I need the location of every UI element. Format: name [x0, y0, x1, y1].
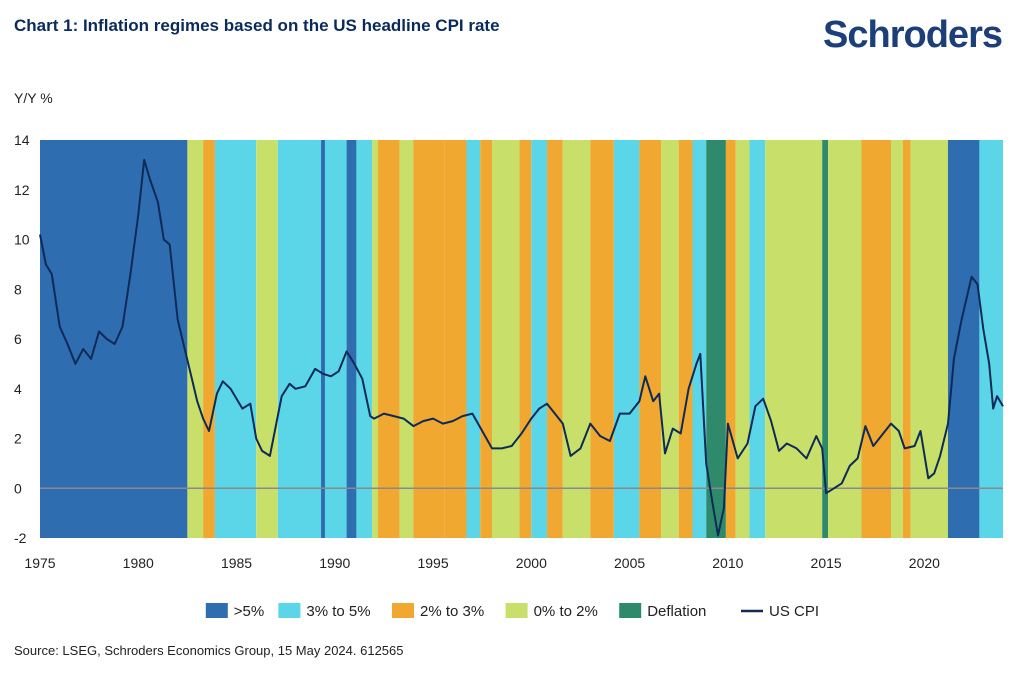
y-tick-label: 14	[14, 132, 30, 148]
x-tick-label: 2020	[909, 555, 940, 571]
regime-band	[613, 140, 640, 538]
legend-label: 0% to 2%	[534, 603, 598, 620]
regime-band	[519, 140, 532, 538]
x-tick-label: 1985	[221, 555, 252, 571]
legend-label: US CPI	[769, 603, 819, 620]
regime-band	[735, 140, 750, 538]
regime-band	[590, 140, 614, 538]
y-tick-label: 12	[14, 182, 30, 198]
y-tick-label: -2	[14, 530, 27, 546]
x-tick-label: 2005	[614, 555, 645, 571]
regime-band	[413, 140, 445, 538]
regime-band	[947, 140, 980, 538]
regime-band	[399, 140, 414, 538]
legend-item: 0% to 2%	[505, 603, 598, 620]
regime-band	[861, 140, 891, 538]
regime-band	[902, 140, 911, 538]
regime-band	[321, 140, 325, 538]
legend-label: 2% to 3%	[420, 603, 484, 620]
x-tick-label: 1995	[417, 555, 448, 571]
legend-item: 3% to 5%	[278, 603, 371, 620]
regime-band	[480, 140, 493, 538]
legend-swatch	[619, 603, 642, 618]
regime-bands	[40, 140, 1003, 538]
legend-label: Deflation	[647, 603, 706, 620]
y-axis-ticks: 14 12 10 8 6 4 2 0 -2	[14, 132, 30, 546]
x-tick-label: 1980	[123, 555, 154, 571]
y-tick-label: 10	[14, 232, 30, 248]
legend-label: >5%	[234, 603, 264, 620]
legend-swatch	[205, 603, 228, 618]
legend: >5% 3% to 5% 2% to 3% 0% to 2% Deflation US C…	[205, 603, 819, 620]
x-tick-label: 1990	[319, 555, 350, 571]
y-tick-label: 4	[14, 381, 22, 397]
legend-swatch	[505, 603, 528, 618]
regime-band	[378, 140, 400, 538]
regime-band	[356, 140, 373, 538]
schroders-logo: Schroders	[823, 14, 1003, 56]
regime-band	[466, 140, 481, 538]
regime-band	[890, 140, 903, 538]
regime-band	[277, 140, 322, 538]
regime-band	[531, 140, 548, 538]
regime-band	[324, 140, 347, 538]
x-axis-ticks: 1975 1980 1985 1990 1995 2000 2005 2010 2015 2020	[24, 555, 940, 571]
y-tick-label: 0	[14, 480, 22, 496]
x-tick-label: 2010	[712, 555, 743, 571]
legend-swatch	[392, 603, 414, 618]
x-tick-label: 2000	[516, 555, 547, 571]
y-tick-label: 6	[14, 331, 22, 347]
regime-band	[444, 140, 467, 538]
us-cpi-line	[39, 158, 1004, 537]
legend-item: US CPI	[741, 603, 819, 620]
regime-band	[725, 140, 736, 538]
regime-band	[372, 140, 379, 538]
regime-band	[828, 140, 862, 538]
legend-item: 2% to 3%	[392, 603, 484, 620]
regime-band	[910, 140, 948, 538]
regime-band	[492, 140, 520, 538]
x-tick-label: 2015	[811, 555, 842, 571]
regime-band	[822, 140, 829, 538]
legend-item: Deflation	[619, 603, 706, 620]
regime-band	[203, 140, 215, 538]
y-axis-label: Y/Y %	[14, 90, 53, 106]
regime-band	[749, 140, 766, 538]
regime-band	[214, 140, 257, 538]
regime-band	[256, 140, 278, 538]
regime-band	[678, 140, 693, 538]
legend-swatch	[278, 603, 301, 618]
y-tick-label: 2	[14, 431, 22, 447]
regime-band	[692, 140, 707, 538]
x-tick-label: 1975	[24, 555, 55, 571]
regime-band	[187, 140, 204, 538]
regime-band	[346, 140, 357, 538]
y-tick-label: 8	[14, 281, 22, 297]
regime-band	[639, 140, 662, 538]
regime-band	[979, 140, 1003, 538]
regime-band	[40, 140, 188, 538]
chart-title: Chart 1: Inflation regimes based on the …	[14, 16, 500, 35]
regime-band	[706, 140, 726, 538]
legend-label: 3% to 5%	[306, 603, 370, 620]
source-note: Source: LSEG, Schroders Economics Group,…	[14, 643, 404, 658]
regime-band	[661, 140, 679, 538]
regime-band	[765, 140, 823, 538]
legend-item: >5%	[205, 603, 264, 620]
regime-band	[547, 140, 563, 538]
regime-band	[562, 140, 591, 538]
